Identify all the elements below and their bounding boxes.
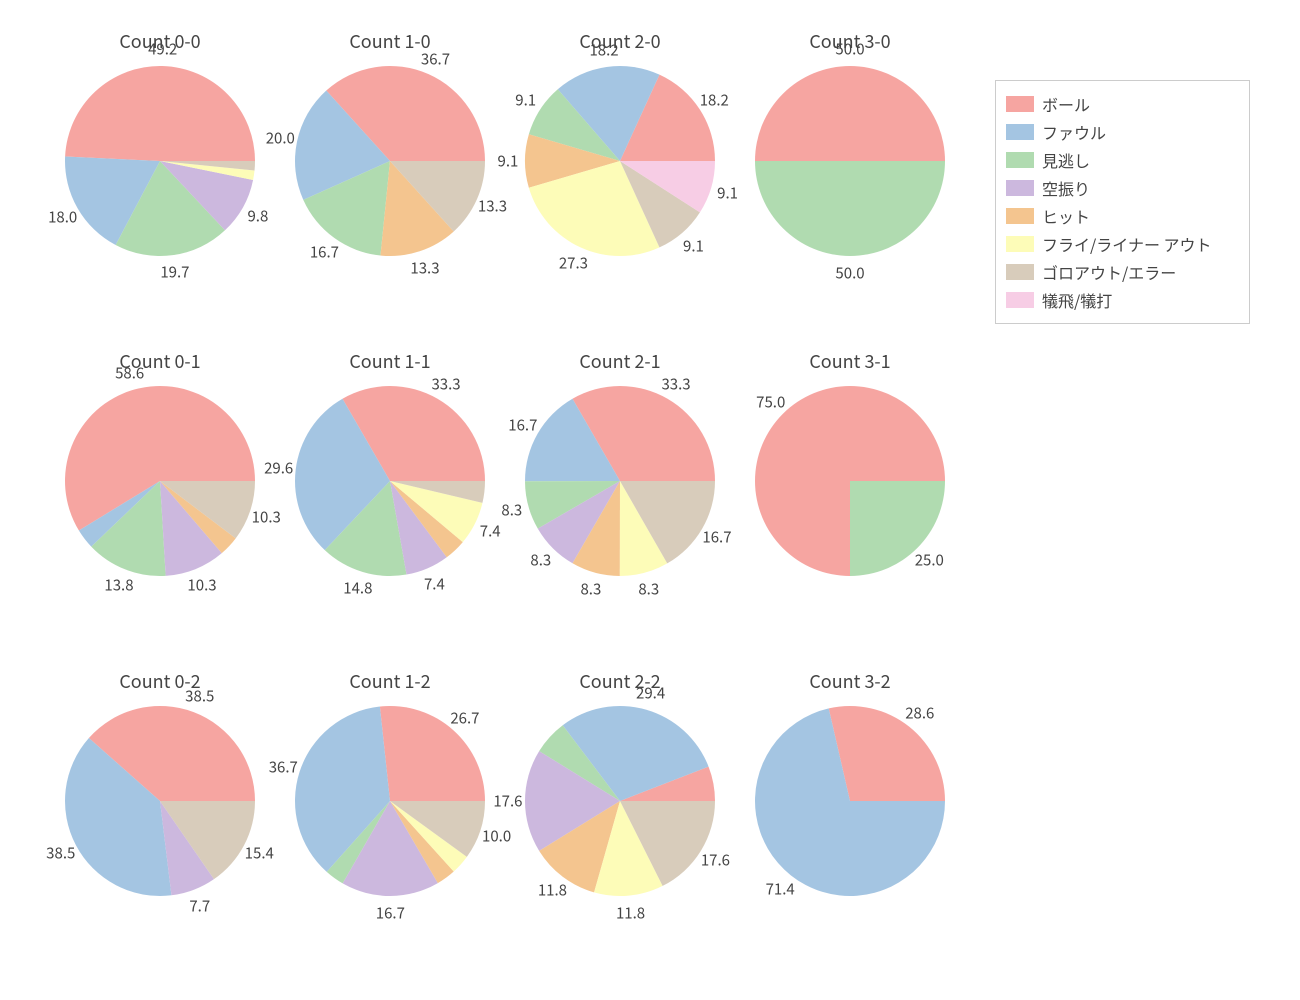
pie-slice (380, 706, 485, 801)
legend-label: 空振り (1042, 176, 1090, 200)
pie-panel: Count 2-2 29.417.611.811.817.6 (500, 650, 740, 950)
legend-swatch (1006, 96, 1034, 112)
pie-chart: 49.218.019.79.8 (65, 66, 255, 256)
legend-swatch (1006, 124, 1034, 140)
pie-title: Count 3-0 (730, 28, 970, 54)
pie-panel: Count 1-0 36.720.016.713.313.3 (270, 10, 510, 310)
pie-title: Count 2-1 (500, 348, 740, 374)
pie-slice-label: 50.0 (835, 263, 864, 284)
pie-panel: Count 1-2 26.736.716.710.0 (270, 650, 510, 950)
pie-slice (755, 161, 945, 256)
pie-chart: 38.538.57.715.4 (65, 706, 255, 896)
pie-panel: Count 0-1 58.613.810.310.3 (40, 330, 280, 630)
pie-panel: Count 2-0 18.218.29.19.127.39.19.1 (500, 10, 740, 310)
pie-slice-label: 7.7 (189, 895, 210, 916)
pie-chart: 58.613.810.310.3 (65, 386, 255, 576)
pie-panel: Count 0-0 49.218.019.79.8 (40, 10, 280, 310)
pie-slice (755, 66, 945, 161)
pie-slice (65, 66, 255, 161)
pie-slice-label: 9.1 (497, 151, 518, 172)
legend-item: ファウル (1006, 119, 1239, 145)
pie-chart: 18.218.29.19.127.39.19.1 (525, 66, 715, 256)
pie-title: Count 3-2 (730, 668, 970, 694)
pie-slice-label: 8.3 (638, 579, 659, 600)
pie-chart: 33.329.614.87.47.4 (295, 386, 485, 576)
pie-title: Count 0-2 (40, 668, 280, 694)
pie-slice-label: 8.3 (580, 579, 601, 600)
pie-panel: Count 2-1 33.316.78.38.38.38.316.7 (500, 330, 740, 630)
pie-slice-label: 7.4 (424, 573, 445, 594)
pie-slice-label: 19.7 (160, 262, 189, 283)
pie-slice-label: 36.7 (269, 756, 298, 777)
legend-item: ゴロアウト/エラー (1006, 259, 1239, 285)
legend-item: ボール (1006, 91, 1239, 117)
pie-slice-label: 11.8 (616, 902, 645, 923)
pie-title: Count 1-1 (270, 348, 510, 374)
legend-swatch (1006, 236, 1034, 252)
pie-slice-label: 10.3 (187, 574, 216, 595)
pie-panel: Count 0-2 38.538.57.715.4 (40, 650, 280, 950)
pie-slice-label: 13.3 (410, 257, 439, 278)
pie-title: Count 0-0 (40, 28, 280, 54)
legend-label: ヒット (1042, 204, 1090, 228)
pie-panel: Count 1-1 33.329.614.87.47.4 (270, 330, 510, 630)
legend-swatch (1006, 264, 1034, 280)
pie-slice (850, 481, 945, 576)
legend-item: フライ/ライナー アウト (1006, 231, 1239, 257)
pie-title: Count 3-1 (730, 348, 970, 374)
legend-swatch (1006, 152, 1034, 168)
pie-slice-label: 20.0 (266, 127, 295, 148)
pie-title: Count 2-2 (500, 668, 740, 694)
legend-label: ゴロアウト/エラー (1042, 260, 1176, 284)
pie-title: Count 0-1 (40, 348, 280, 374)
legend: ボールファウル見逃し空振りヒットフライ/ライナー アウトゴロアウト/エラー犠飛/… (995, 80, 1250, 324)
pie-grid-figure: Count 0-049.218.019.79.8Count 1-036.720.… (0, 0, 1300, 1000)
pie-slice-label: 13.8 (104, 575, 133, 596)
pie-panel: Count 3-0 50.050.0 (730, 10, 970, 310)
legend-label: 犠飛/犠打 (1042, 288, 1112, 312)
pie-slice-label: 8.3 (501, 500, 522, 521)
legend-swatch (1006, 292, 1034, 308)
legend-item: 見逃し (1006, 147, 1239, 173)
pie-chart: 75.025.0 (755, 386, 945, 576)
pie-title: Count 2-0 (500, 28, 740, 54)
legend-label: フライ/ライナー アウト (1042, 232, 1212, 256)
legend-item: 犠飛/犠打 (1006, 287, 1239, 313)
pie-chart: 29.417.611.811.817.6 (525, 706, 715, 896)
pie-chart: 28.671.4 (755, 706, 945, 896)
pie-chart: 50.050.0 (755, 66, 945, 256)
legend-swatch (1006, 208, 1034, 224)
legend-item: 空振り (1006, 175, 1239, 201)
pie-title: Count 1-0 (270, 28, 510, 54)
legend-label: 見逃し (1042, 148, 1090, 172)
pie-slice-label: 14.8 (343, 578, 372, 599)
legend-label: ボール (1042, 92, 1090, 116)
pie-slice-label: 16.7 (376, 903, 405, 924)
pie-chart: 33.316.78.38.38.38.316.7 (525, 386, 715, 576)
pie-panel: Count 3-2 28.671.4 (730, 650, 970, 950)
legend-item: ヒット (1006, 203, 1239, 229)
pie-title: Count 1-2 (270, 668, 510, 694)
legend-label: ファウル (1042, 120, 1106, 144)
pie-chart: 36.720.016.713.313.3 (295, 66, 485, 256)
legend-swatch (1006, 180, 1034, 196)
pie-chart: 26.736.716.710.0 (295, 706, 485, 896)
pie-panel: Count 3-1 75.025.0 (730, 330, 970, 630)
